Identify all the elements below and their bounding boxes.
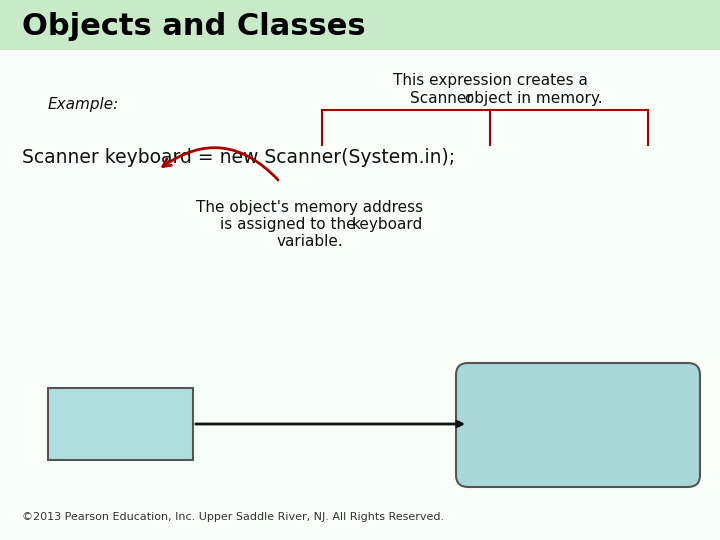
- Text: variable.: variable.: [276, 234, 343, 249]
- Text: Scanner keyboard = new Scanner(System.in);: Scanner keyboard = new Scanner(System.in…: [22, 148, 455, 167]
- FancyBboxPatch shape: [48, 388, 193, 460]
- Text: object in memory.: object in memory.: [460, 91, 603, 106]
- Text: is assigned to the: is assigned to the: [220, 217, 361, 232]
- Text: The object's memory address: The object's memory address: [197, 200, 423, 215]
- Text: Scanner: Scanner: [410, 91, 473, 106]
- Text: object: object: [550, 413, 606, 431]
- Text: Objects and Classes: Objects and Classes: [22, 12, 366, 41]
- Text: This expression creates a: This expression creates a: [392, 73, 588, 88]
- Text: Example:: Example:: [48, 97, 120, 112]
- FancyBboxPatch shape: [456, 363, 700, 487]
- FancyArrowPatch shape: [163, 147, 278, 180]
- Bar: [0, 0, 720, 50]
- Text: keyboard: keyboard: [82, 398, 159, 416]
- Text: variable: variable: [87, 418, 154, 436]
- Text: keyboard: keyboard: [352, 217, 423, 232]
- Text: ©2013 Pearson Education, Inc. Upper Saddle River, NJ. All Rights Reserved.: ©2013 Pearson Education, Inc. Upper Sadd…: [22, 512, 444, 522]
- Text: Scanner: Scanner: [541, 387, 615, 405]
